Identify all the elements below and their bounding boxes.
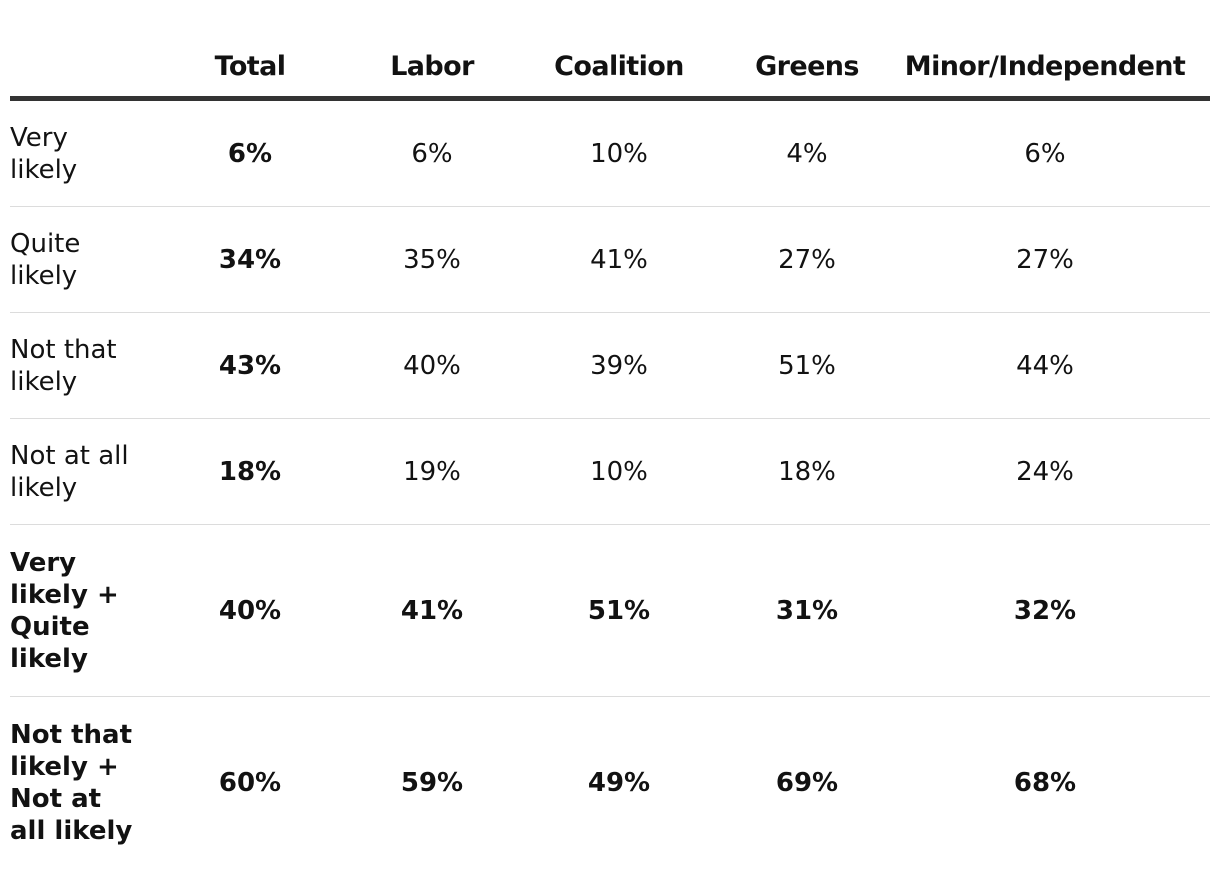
header-total: Total [140,36,360,101]
cell-labor: 40% [360,312,504,419]
row-label: Very likely [10,98,140,207]
cell-greens: 18% [734,418,880,525]
table-row: Not that likely 43% 40% 39% 51% 44% [10,312,1210,419]
cell-total: 43% [140,312,360,419]
cell-coalition: 10% [504,418,734,525]
cell-total: 40% [140,524,360,697]
cell-total: 60% [218,767,282,798]
cell-minor-independent: 24% [880,418,1210,525]
cell-labor: 35% [360,206,504,313]
cell-coalition: 39% [504,312,734,419]
row-label: Not that likely [10,312,140,419]
table-row: Very likely 6% 6% 10% 4% 6% [10,98,1210,207]
cell-labor: 6% [360,98,504,207]
cell-coalition: 51% [504,524,734,697]
cell-greens: 31% [734,524,880,697]
table-body: Very likely 6% 6% 10% 4% 6% Quite likely 34% 35%… [10,98,1210,869]
cell-labor: 59% [400,767,464,798]
row-label: Quite likely [10,206,140,313]
cell-minor-independent: 27% [880,206,1210,313]
header-row-label [10,36,140,101]
cell-coalition: 49% [587,767,651,798]
cell-greens: 51% [734,312,880,419]
header-labor: Labor [360,36,504,101]
header-minor-independent: Minor/Independent [880,36,1210,101]
cell-total: 18% [140,418,360,525]
table-row: Very likely + Quite likely 40% 41% 51% 31% 32… [10,524,1210,697]
cell-minor-independent: 68% [1013,767,1077,798]
cell-labor: 41% [360,524,504,697]
cell-total: 6% [140,98,360,207]
cell-total: 34% [140,206,360,313]
row-label: Very likely + Quite likely [10,524,140,697]
cell-coalition: 41% [504,206,734,313]
row-label: Not at all likely [10,418,140,525]
header-coalition: Coalition [504,36,734,101]
row-label: Not that likely + Not at all likely [10,719,133,846]
results-table: Total Labor Coalition Greens Minor/Indep… [10,36,1210,868]
cell-minor-independent: 32% [880,524,1210,697]
table-row: Quite likely 34% 35% 41% 27% 27% [10,206,1210,313]
cell-minor-independent: 6% [880,98,1210,207]
cell-greens: 27% [734,206,880,313]
table-row: Not at all likely 18% 19% 10% 18% 24% [10,418,1210,525]
table-row: Not that likely + Not at all likely 60% 59… [10,697,1210,869]
cell-greens: 69% [775,767,839,798]
cell-minor-independent: 44% [880,312,1210,419]
header-row: Total Labor Coalition Greens Minor/Indep… [10,36,1210,101]
header-greens: Greens [734,36,880,101]
cell-labor: 19% [360,418,504,525]
cell-greens: 4% [734,98,880,207]
cell-coalition: 10% [504,98,734,207]
